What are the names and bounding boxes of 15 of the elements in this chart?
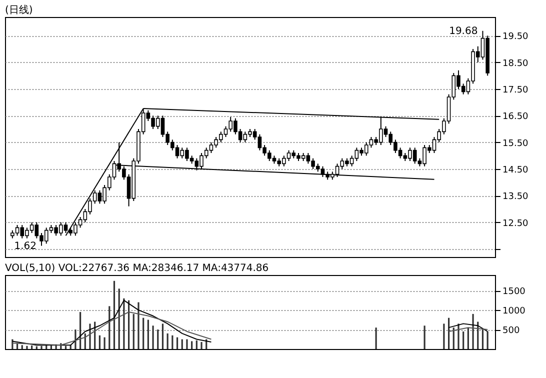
annotation: 1.62 (14, 240, 37, 252)
y-tick-label: 1000 (502, 306, 526, 317)
y-tick-label: 500 (502, 326, 520, 336)
y-tick-label: 16.50 (502, 112, 529, 122)
annotation: 19.68 (449, 26, 478, 37)
chart-title: (日线) (5, 4, 33, 16)
y-tick-label: 12.50 (502, 218, 529, 229)
y-tick-label: 13.50 (502, 192, 529, 202)
y-tick-label: 18.50 (502, 58, 529, 69)
y-tick-label: 17.50 (502, 86, 529, 96)
y-tick-label: 1500 (502, 287, 526, 298)
chart-title: VOL(5,10) VOL:22767.36 MA:28346.17 MA:43774.86 (5, 263, 269, 274)
y-tick-label: 14.50 (502, 166, 529, 176)
y-tick-label: 15.50 (502, 138, 529, 149)
y-tick-label: 19.50 (502, 32, 529, 42)
